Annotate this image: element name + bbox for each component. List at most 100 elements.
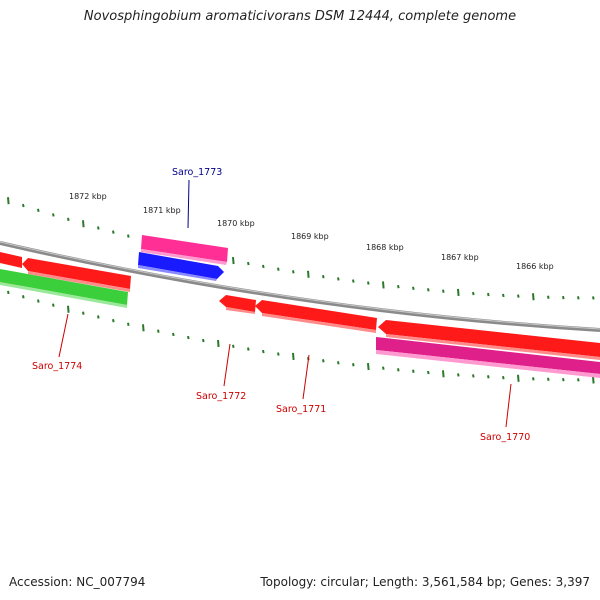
map-title: Novosphingobium aromaticivorans DSM 1244… bbox=[83, 9, 517, 24]
inner-scale-tick bbox=[97, 315, 100, 319]
leader-line-saro-1772 bbox=[223, 343, 231, 387]
inner-scale-tick bbox=[382, 366, 385, 370]
outer-scale-tick bbox=[127, 234, 130, 238]
inner-scale-tick bbox=[292, 352, 295, 361]
outer-scale-tick bbox=[532, 293, 535, 301]
inner-scale-tick bbox=[52, 303, 55, 307]
inner-scale-tick bbox=[562, 377, 565, 382]
gene-label-saro-1772: Saro_1772 bbox=[196, 391, 246, 402]
outer-scale-tick bbox=[112, 230, 115, 234]
inner-scale-tick bbox=[457, 373, 460, 377]
outer-scale-tick bbox=[592, 296, 595, 300]
inner-scale-tick bbox=[67, 305, 70, 313]
outer-scale-tick bbox=[337, 277, 340, 281]
outer-scale-tick bbox=[7, 197, 10, 205]
gene-label-saro-1771: Saro_1771 bbox=[276, 404, 326, 415]
inner-scale-tick bbox=[262, 349, 265, 354]
inner-scale-tick bbox=[247, 347, 250, 351]
outer-scale-tick bbox=[232, 257, 235, 265]
outer-scale-tick bbox=[307, 270, 310, 278]
kbp-label-1871: 1871 kbp bbox=[143, 206, 181, 215]
kbp-label-1869: 1869 kbp bbox=[291, 232, 329, 241]
outer-scale-tick bbox=[577, 296, 580, 300]
inner-scale-tick bbox=[397, 368, 400, 372]
outer-scale-tick bbox=[442, 289, 445, 293]
outer-scale-tick bbox=[397, 284, 400, 289]
inner-scale-tick bbox=[322, 359, 325, 363]
outer-scale-tick bbox=[502, 293, 505, 298]
gene-saro-1773[interactable] bbox=[141, 235, 228, 265]
inner-scale-tick bbox=[517, 374, 520, 382]
gene-saro-1773-blue[interactable] bbox=[138, 252, 224, 281]
inner-scale-tick bbox=[592, 376, 595, 384]
inner-scale-tick bbox=[112, 319, 115, 323]
outer-scale-tick bbox=[37, 208, 40, 212]
inner-scale-tick bbox=[202, 338, 205, 343]
leader-line-saro-1770 bbox=[505, 383, 512, 428]
inner-scale-tick bbox=[487, 375, 490, 379]
gene-saro-1772[interactable] bbox=[219, 295, 256, 314]
gene-left-red-edge[interactable] bbox=[0, 252, 22, 268]
outer-scale-tick bbox=[427, 288, 430, 292]
inner-scale-tick bbox=[427, 370, 430, 375]
gene-label-saro-1770: Saro_1770 bbox=[480, 432, 530, 443]
inner-scale-tick bbox=[232, 344, 235, 349]
inner-scale-tick bbox=[277, 352, 280, 356]
outer-scale-tick bbox=[22, 203, 25, 208]
gene-label-saro-1774: Saro_1774 bbox=[32, 361, 82, 372]
genome-backbone bbox=[0, 241, 600, 332]
gene-label-saro-1773: Saro_1773 bbox=[172, 167, 222, 178]
outer-scale-tick bbox=[247, 261, 250, 266]
inner-scale-tick bbox=[547, 377, 550, 382]
outer-scale-tick bbox=[412, 286, 415, 290]
outer-scale-tick bbox=[457, 288, 460, 296]
inner-scale-tick bbox=[532, 377, 535, 381]
inner-scale-tick bbox=[37, 299, 40, 303]
outer-scale-tick bbox=[277, 267, 280, 271]
kbp-label-1867: 1867 kbp bbox=[441, 253, 479, 262]
inner-scale-ticks bbox=[7, 290, 595, 384]
outer-scale-tick bbox=[67, 217, 70, 222]
outer-scale-tick bbox=[367, 281, 370, 285]
inner-scale-tick bbox=[127, 322, 130, 327]
outer-scale-tick bbox=[262, 264, 265, 269]
outer-scale-tick bbox=[82, 220, 85, 228]
kbp-label-1870: 1870 kbp bbox=[217, 219, 255, 228]
inner-scale-tick bbox=[157, 329, 160, 333]
leader-line-saro-1773 bbox=[187, 179, 190, 229]
inner-scale-tick bbox=[7, 290, 10, 295]
leader-line-saro-1774 bbox=[58, 313, 69, 358]
inner-scale-tick bbox=[337, 361, 340, 365]
genome-backbone-highlight bbox=[0, 241, 600, 330]
kbp-label-1866: 1866 kbp bbox=[516, 262, 554, 271]
topology-text: Topology: circular; Length: 3,561,584 bp… bbox=[260, 575, 590, 589]
outer-scale-tick bbox=[472, 291, 475, 296]
outer-scale-tick bbox=[292, 270, 295, 274]
inner-scale-tick bbox=[502, 375, 505, 380]
outer-scale-tick bbox=[352, 279, 355, 283]
gene-saro-1770-pink[interactable] bbox=[376, 337, 600, 378]
outer-scale-tick bbox=[382, 281, 385, 289]
inner-scale-tick bbox=[442, 370, 445, 378]
inner-scale-tick bbox=[577, 378, 580, 382]
inner-scale-tick bbox=[22, 295, 25, 299]
outer-scale-tick bbox=[562, 295, 565, 300]
gene-saro-1771[interactable] bbox=[255, 300, 377, 333]
accession-text: Accession: NC_007794 bbox=[9, 575, 146, 589]
outer-scale-tick bbox=[547, 295, 550, 299]
inner-scale-tick bbox=[412, 369, 415, 373]
inner-scale-tick bbox=[367, 362, 370, 371]
leader-line-saro-1771 bbox=[302, 354, 310, 400]
kbp-label-1872: 1872 kbp bbox=[69, 192, 107, 201]
outer-scale-tick bbox=[322, 274, 325, 279]
outer-scale-tick bbox=[517, 294, 520, 298]
inner-scale-tick bbox=[217, 339, 220, 348]
gene-saro-1774-red[interactable] bbox=[22, 258, 131, 292]
inner-scale-tick bbox=[352, 363, 355, 367]
gene-saro-1774-green[interactable] bbox=[0, 269, 128, 308]
gene-saro-1770-red[interactable] bbox=[378, 320, 600, 360]
inner-scale-tick bbox=[472, 374, 475, 378]
outer-scale-tick bbox=[52, 213, 55, 217]
kbp-label-1868: 1868 kbp bbox=[366, 243, 404, 252]
